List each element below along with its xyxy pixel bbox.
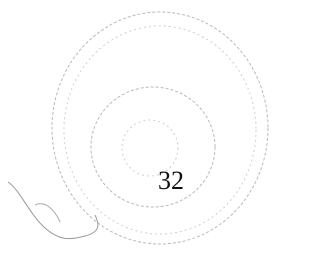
page: {"image": {"label": "32"}} 32 (() => { c… (0, 0, 303, 259)
seal-image: 32 (0, 0, 303, 259)
label: 32 (158, 166, 184, 195)
outer-ring-inner-edge (64, 26, 256, 234)
middle-ring (91, 87, 215, 207)
outer-ring (52, 12, 268, 244)
squiggle-2 (35, 204, 60, 222)
